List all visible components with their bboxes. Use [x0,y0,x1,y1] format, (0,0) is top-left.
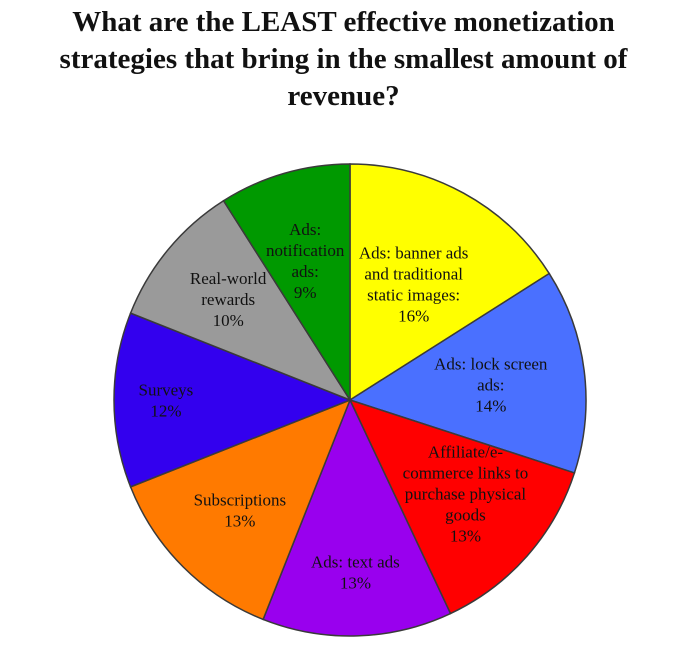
slice-label-line: Ads: text ads [311,553,400,572]
slice-label-line: Ads: [289,220,321,239]
chart-title-line-3: revenue? [287,80,400,112]
chart-title-line-1: What are the LEAST effective monetizatio… [72,6,615,38]
slice-label-line: commerce links to [403,464,529,483]
pie-slice [129,199,352,402]
slice-label-line: 13% [224,512,255,531]
slice-label-line: 13% [340,574,371,593]
slice-label-line: notification [266,241,345,260]
chart-title-line-2: strategies that bring in the smallest am… [59,43,628,75]
slice-label: Real-world rewards 10% [190,269,267,330]
slice-label-line: 13% [450,527,481,546]
slice-label-line: Surveys [139,381,194,400]
slice-label: Surveys 12% [139,381,194,421]
chart-title: What are the LEAST effective monetizatio… [0,4,687,115]
pie-slice [113,312,353,488]
slice-label-line: ads: [477,376,504,395]
slice-label-line: ads: [292,262,319,281]
slice-label: Affiliate/e-commerce links to purchase ph… [403,443,529,546]
pie-slice [222,163,351,403]
slice-label: Ads: text ads 13% [311,553,400,593]
pie-slice [348,272,587,474]
slice-label-line: 12% [150,402,181,421]
slice-label-line: 16% [398,307,429,326]
slice-label-line: Subscriptions [194,491,287,510]
slice-label-line: Real-world [190,269,267,288]
slice-label: Ads: notification ads: 9% [266,220,345,302]
slice-label-line: purchase physical [405,485,527,504]
slice-label: Subscriptions 13% [194,491,287,531]
slice-label-line: goods [445,506,486,525]
slice-label-line: rewards [201,290,255,309]
slice-label-line: Ads: lock screen [434,355,548,374]
slice-label-line: 14% [475,397,506,416]
slice-label-line: static images: [367,286,460,305]
slice-label-line: Ads: banner ads [359,244,469,263]
slice-label-line: 9% [294,283,317,302]
pie-slice [129,398,352,621]
pie-slice [262,398,452,637]
pie-slice [349,163,551,402]
slice-label: Ads: lock screen ads: 14% [434,355,548,416]
slice-label-line: Affiliate/e- [428,443,504,462]
pie-slice [348,398,576,615]
slice-label-line: 10% [213,311,244,330]
slice-label-line: and traditional [364,265,463,284]
slice-label: Ads: banner ads and traditional static ima… [359,244,469,326]
